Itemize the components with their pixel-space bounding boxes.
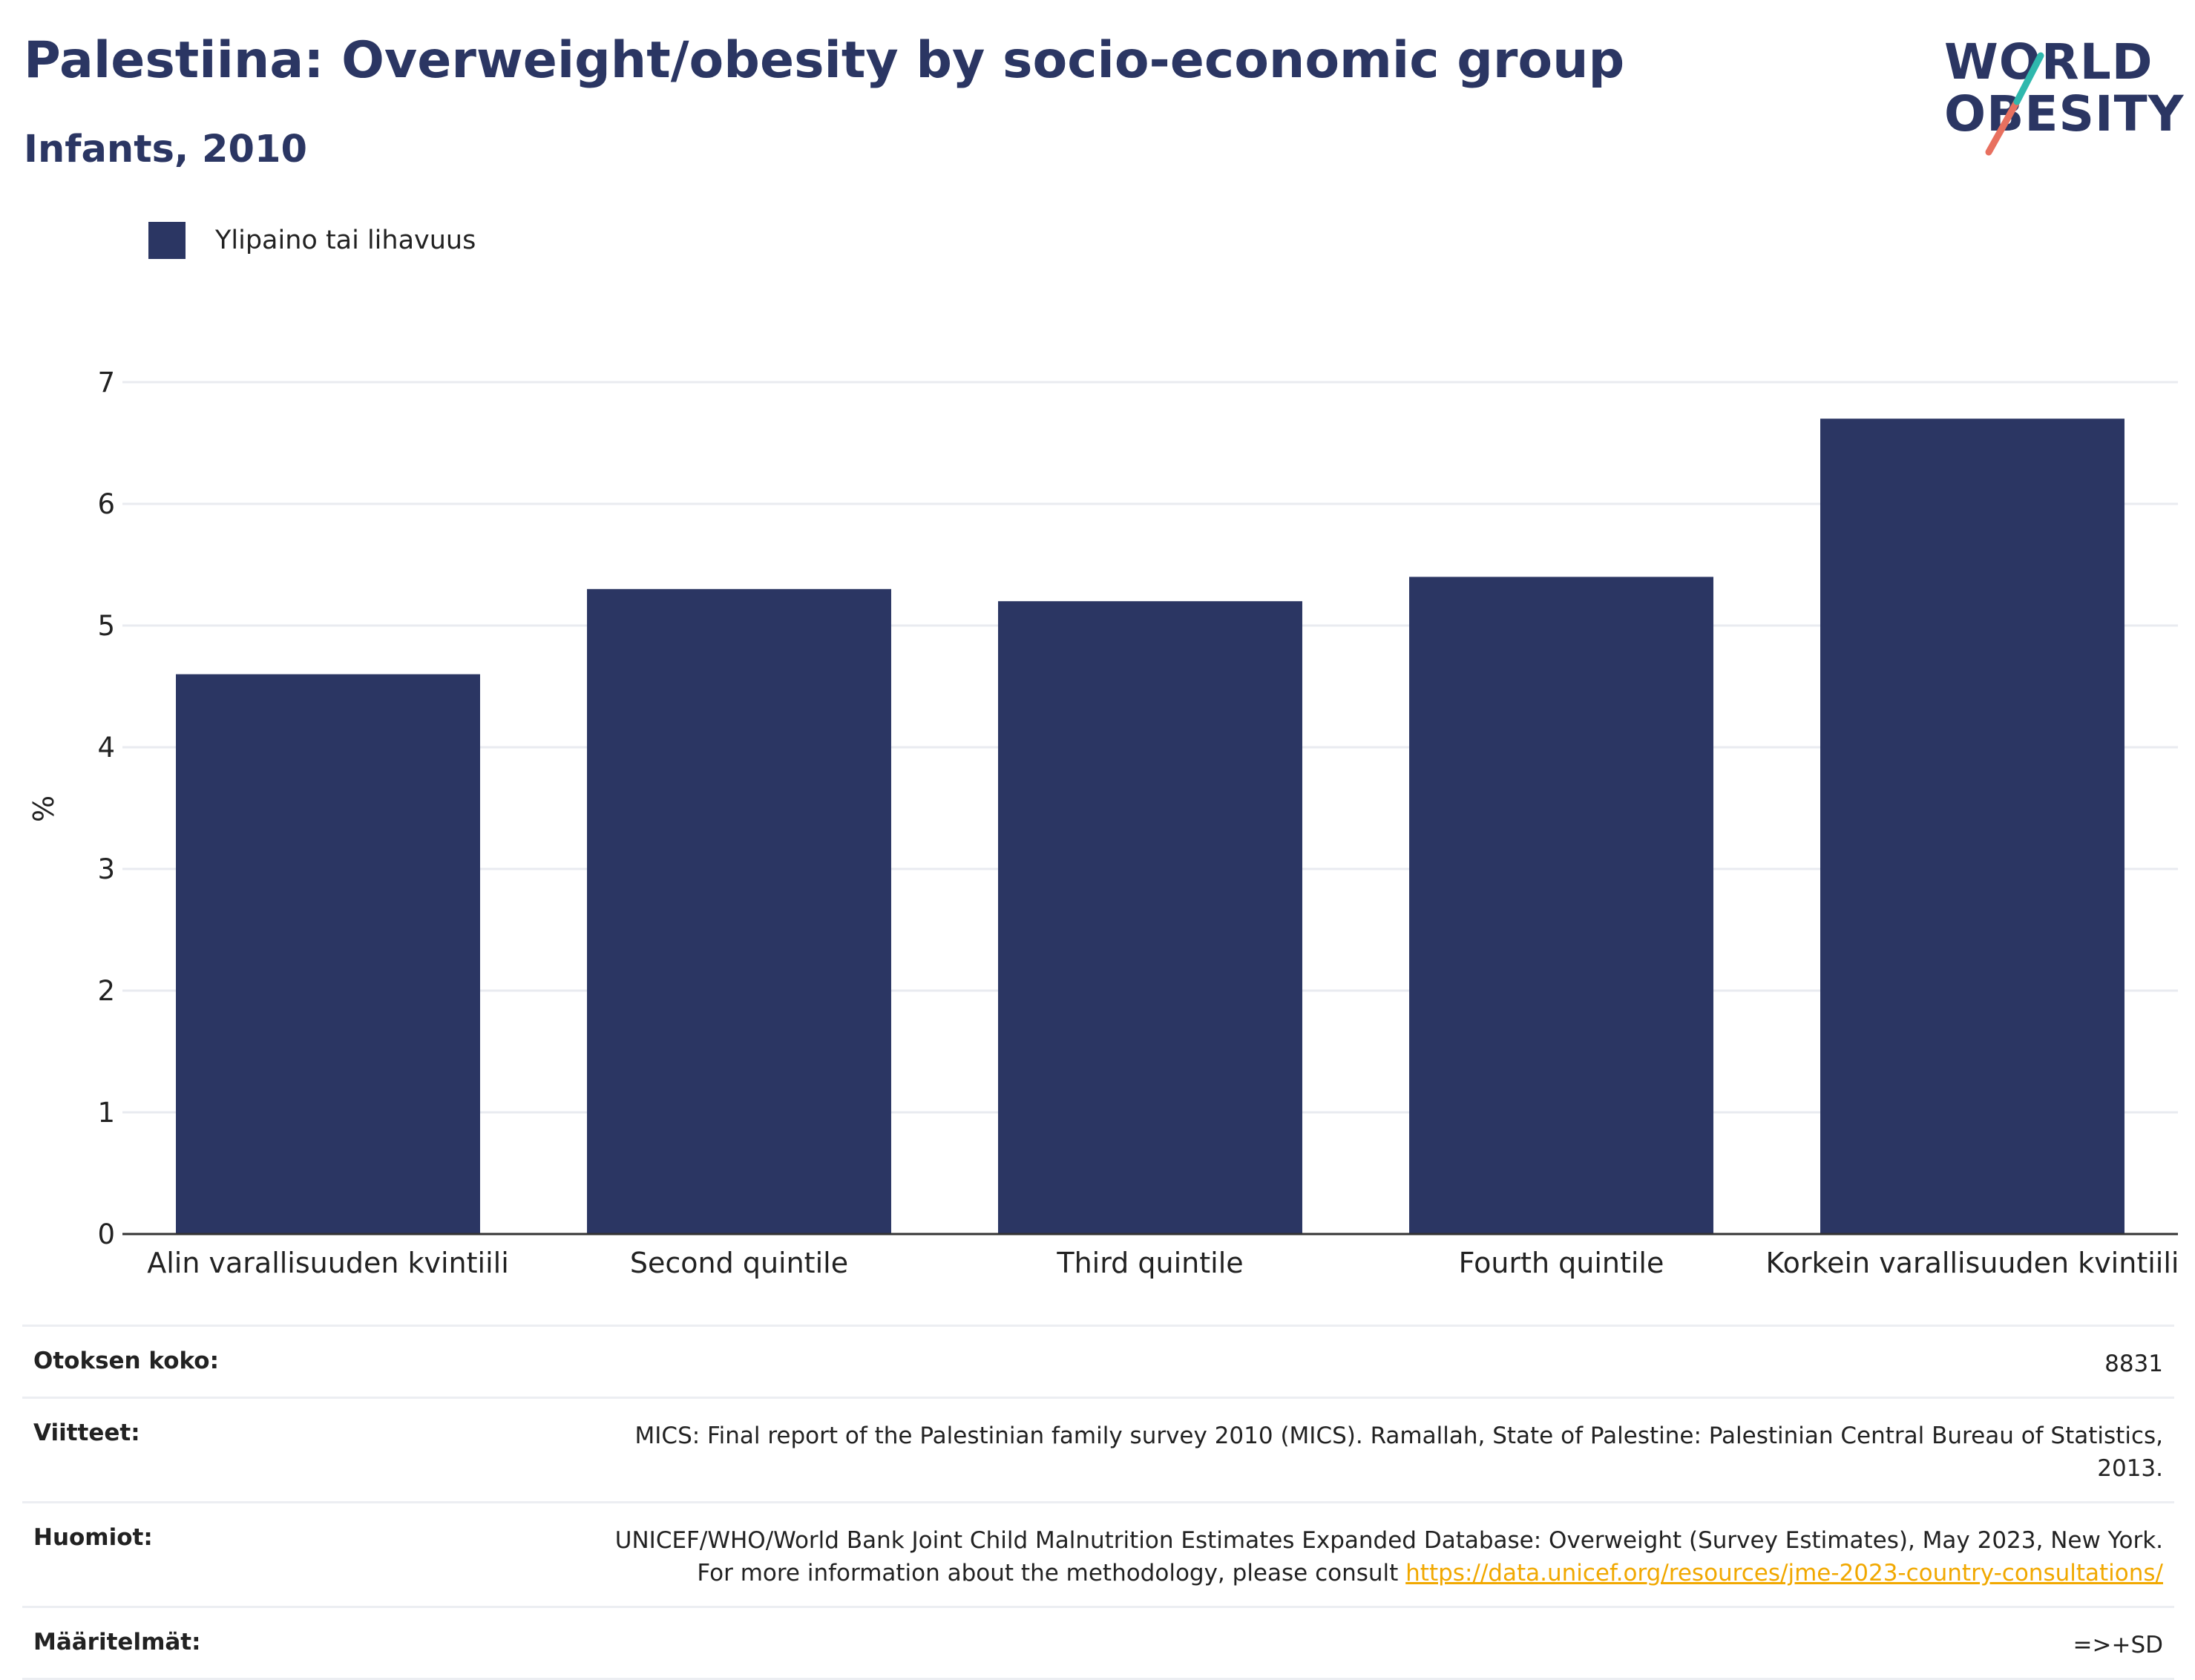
- y-axis-label: %: [27, 795, 60, 822]
- notes-text: UNICEF/WHO/World Bank Joint Child Malnut…: [614, 1527, 2163, 1587]
- y-tick-label: 7: [97, 367, 115, 398]
- axes: 0 1 2 3 4 5 6 7 Alin varallisuuden kvintiili Seco…: [97, 367, 2179, 1279]
- legend-label: Ylipaino tai lihavuus: [215, 226, 476, 255]
- x-tick-label: Alin varallisuuden kvintiili: [147, 1247, 509, 1279]
- notes-label: Huomiot:: [33, 1524, 153, 1551]
- footer-row-sample: Otoksen koko: 8831: [22, 1325, 2174, 1397]
- footer-table: Otoksen koko: 8831 Viitteet: MICS: Final…: [22, 1325, 2174, 1680]
- methodology-link[interactable]: https://data.unicef.org/resources/jme-20…: [1405, 1560, 2163, 1587]
- logo-word-2: OBESITY: [1944, 85, 2185, 142]
- chart-title: Palestiina: Overweight/obesity by socio-…: [24, 31, 1625, 90]
- y-tick-label: 2: [97, 975, 115, 1007]
- x-tick-label: Korkein varallisuuden kvintiili: [1766, 1247, 2179, 1279]
- bar: [1820, 419, 2125, 1235]
- world-obesity-logo: WORLD OBESITY: [1944, 33, 2185, 160]
- footer-row-definitions: Määritelmät: =>+SD: [22, 1606, 2174, 1680]
- x-tick-label: Fourth quintile: [1459, 1247, 1664, 1279]
- bar: [587, 588, 891, 1234]
- x-tick-label: Third quintile: [1056, 1247, 1243, 1279]
- bar: [176, 674, 480, 1234]
- bar: [998, 601, 1302, 1234]
- footer-row-references: Viitteet: MICS: Final report of the Pale…: [22, 1397, 2174, 1501]
- references-value: MICS: Final report of the Palestinian fa…: [634, 1423, 2163, 1482]
- bar-chart: 0 1 2 3 4 5 6 7 Alin varallisuuden kvintiili Seco…: [27, 367, 2179, 1279]
- notes-value: UNICEF/WHO/World Bank Joint Child Malnut…: [605, 1524, 2163, 1589]
- y-tick-label: 1: [97, 1097, 115, 1129]
- logo-word-1: WORLD: [1944, 33, 2153, 91]
- definitions-label: Määritelmät:: [33, 1629, 201, 1656]
- legend-swatch: [148, 222, 186, 259]
- y-tick-label: 0: [97, 1218, 115, 1250]
- chart-subtitle: Infants, 2010: [24, 128, 308, 171]
- footer-row-notes: Huomiot: UNICEF/WHO/World Bank Joint Chi…: [22, 1501, 2174, 1606]
- x-tick-label: Second quintile: [630, 1247, 848, 1279]
- y-tick-label: 3: [97, 853, 115, 885]
- chart-legend: Ylipaino tai lihavuus: [148, 221, 476, 260]
- y-tick-label: 4: [97, 732, 115, 764]
- bars: [176, 419, 2125, 1235]
- references-label: Viitteet:: [33, 1420, 140, 1446]
- definitions-value: =>+SD: [2073, 1632, 2163, 1658]
- bar: [1409, 577, 1713, 1234]
- y-tick-label: 6: [97, 488, 115, 520]
- y-tick-label: 5: [97, 610, 115, 642]
- sample-size-value: 8831: [2104, 1351, 2163, 1377]
- sample-size-label: Otoksen koko:: [33, 1348, 219, 1374]
- logo-slash-icon: [1985, 52, 2044, 156]
